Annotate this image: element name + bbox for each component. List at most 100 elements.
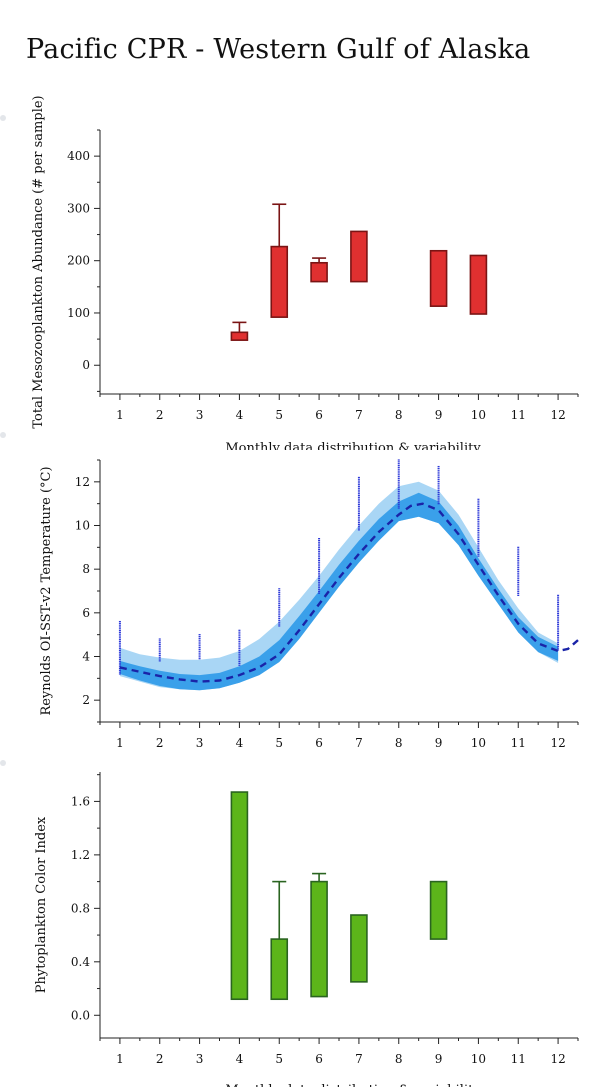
x-tick-label: 11 bbox=[511, 736, 526, 750]
observation-point bbox=[158, 651, 161, 653]
x-tick-label: 9 bbox=[435, 1052, 443, 1066]
observation-point bbox=[198, 658, 201, 660]
observation-point bbox=[557, 638, 560, 640]
observation-point bbox=[318, 574, 321, 576]
observation-point bbox=[318, 581, 321, 583]
observation-point bbox=[318, 539, 321, 542]
observation-point bbox=[278, 614, 281, 616]
observation-point bbox=[198, 639, 201, 641]
x-tick-label: 2 bbox=[156, 1052, 164, 1066]
observation-point bbox=[278, 603, 281, 605]
phytoplankton-panel: 0.00.40.81.21.61 2 3 4 5 6 7 8 9 10 11 12Phytoplank… bbox=[34, 772, 579, 1087]
observation-point bbox=[238, 655, 241, 657]
observation-point bbox=[557, 616, 560, 618]
observation-point bbox=[158, 640, 161, 642]
observation-point bbox=[557, 647, 560, 649]
observation-point bbox=[397, 503, 400, 505]
observation-point bbox=[357, 478, 360, 480]
observation-point bbox=[517, 568, 520, 571]
observation-point bbox=[477, 548, 480, 550]
observation-point bbox=[278, 595, 281, 597]
observation-point bbox=[118, 631, 121, 634]
observation-point bbox=[318, 558, 321, 560]
x-tick-label: 7 bbox=[355, 1052, 363, 1066]
observation-point bbox=[278, 619, 281, 621]
x-tick-label: 10 bbox=[471, 736, 486, 750]
observation-point bbox=[238, 660, 241, 663]
observation-point bbox=[437, 478, 440, 481]
observation-point bbox=[318, 572, 321, 574]
observation-point bbox=[397, 476, 400, 478]
observation-point bbox=[238, 657, 241, 659]
observation-point bbox=[318, 576, 321, 578]
observation-point bbox=[557, 622, 560, 624]
y-tick-label: 0.0 bbox=[71, 1008, 90, 1022]
x-tick-label: 6 bbox=[315, 1052, 323, 1066]
observation-point bbox=[118, 655, 121, 657]
observation-point bbox=[477, 527, 480, 530]
observation-point bbox=[517, 567, 520, 569]
y-axis-title: Total Mesozooplankton Abundance (# per s… bbox=[31, 95, 46, 428]
observation-point bbox=[557, 642, 560, 644]
observation-point bbox=[357, 518, 360, 520]
observation-point bbox=[557, 632, 560, 635]
x-tick-label: 5 bbox=[275, 408, 283, 422]
observation-point bbox=[318, 538, 321, 540]
x-tick-label: 11 bbox=[511, 1052, 526, 1066]
observation-point bbox=[118, 644, 121, 646]
observation-point bbox=[437, 467, 440, 470]
y-tick-label: 8 bbox=[82, 562, 90, 576]
observation-point bbox=[158, 660, 161, 662]
observation-point bbox=[318, 541, 321, 543]
observation-point bbox=[278, 590, 281, 592]
y-tick-label: 300 bbox=[67, 201, 90, 215]
observation-point bbox=[357, 480, 360, 482]
observation-point bbox=[198, 646, 201, 649]
box-month-4 bbox=[230, 791, 249, 1001]
observation-point bbox=[477, 504, 480, 506]
observation-point bbox=[517, 572, 520, 574]
observation-point bbox=[238, 642, 241, 644]
y-tick-label: 4 bbox=[82, 650, 90, 664]
observation-point bbox=[437, 465, 440, 468]
x-tick-label: 1 bbox=[116, 408, 124, 422]
observation-point bbox=[397, 498, 400, 500]
x-tick-label: 6 bbox=[315, 736, 323, 750]
observation-point bbox=[118, 639, 121, 641]
observation-point bbox=[557, 620, 560, 622]
observation-point bbox=[517, 589, 520, 591]
observation-point bbox=[557, 636, 560, 638]
observation-point bbox=[238, 637, 241, 639]
observation-point bbox=[118, 669, 121, 671]
observation-point bbox=[357, 476, 360, 479]
observation-point bbox=[118, 660, 121, 662]
observation-point bbox=[437, 473, 440, 475]
observation-point bbox=[477, 520, 480, 522]
observation-point bbox=[318, 579, 321, 582]
observation-point bbox=[557, 640, 560, 642]
x-tick-label: 3 bbox=[196, 1052, 204, 1066]
observation-point bbox=[318, 568, 321, 571]
x-tick-label: 2 bbox=[156, 736, 164, 750]
observation-point bbox=[278, 623, 281, 625]
x-tick-label: 8 bbox=[395, 736, 403, 750]
observation-point bbox=[357, 487, 360, 489]
x-tick-label: 4 bbox=[236, 736, 244, 750]
y-tick-label: 100 bbox=[67, 306, 90, 320]
x-tick-label: 3 bbox=[196, 736, 204, 750]
observation-point bbox=[198, 656, 201, 658]
observation-point bbox=[238, 640, 241, 642]
observation-point bbox=[278, 610, 281, 612]
observation-point bbox=[557, 645, 560, 647]
observation-point bbox=[477, 515, 480, 517]
observation-point bbox=[517, 594, 520, 596]
observation-point bbox=[118, 658, 121, 661]
observation-point bbox=[238, 646, 241, 648]
observation-point bbox=[118, 657, 121, 659]
observation-point bbox=[557, 614, 560, 616]
observation-point bbox=[517, 548, 520, 550]
observation-point bbox=[158, 658, 161, 660]
observation-point bbox=[318, 550, 321, 552]
observation-point bbox=[318, 592, 321, 594]
observation-point bbox=[557, 634, 560, 636]
